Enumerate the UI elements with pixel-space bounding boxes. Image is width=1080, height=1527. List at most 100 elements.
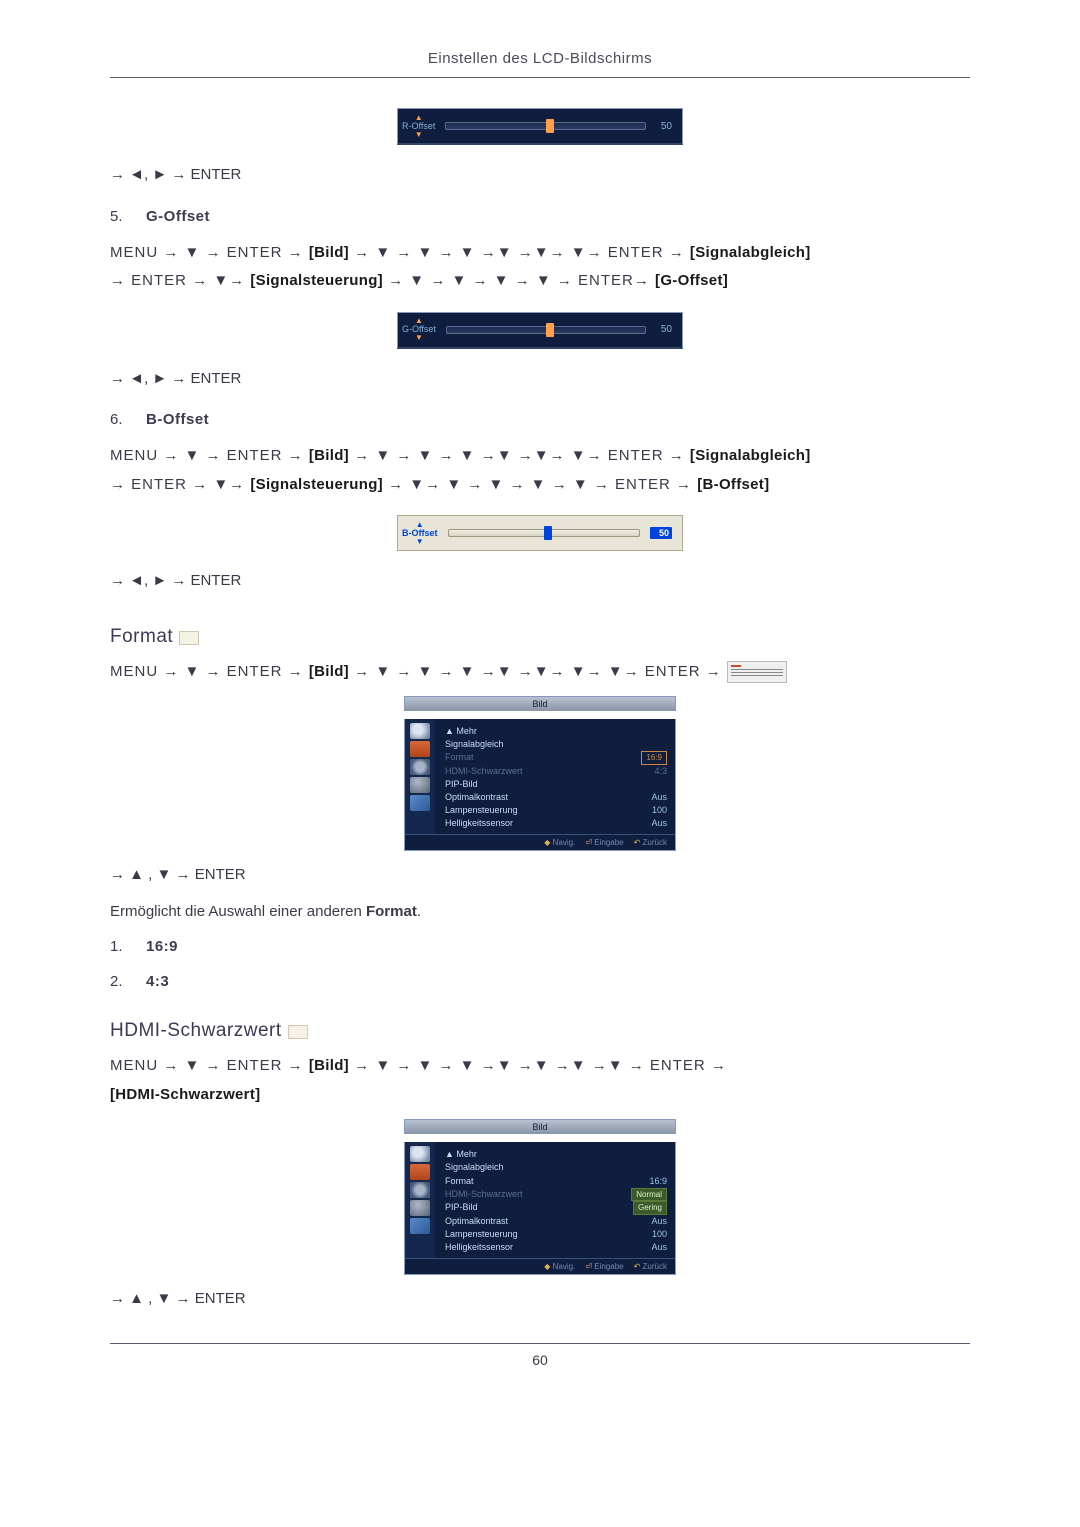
osd-row-key: HDMI-Schwarzwert <box>445 1188 523 1202</box>
osd-row-key: Signalabgleich <box>445 1161 504 1174</box>
seq-text: → ▼ → ▼ → ▼ →▼ →▼→ ▼→ ENTER → <box>349 244 690 261</box>
seq-bold: [Signalsteuerung] <box>250 476 383 493</box>
page: Einstellen des LCD-Bildschirms ▲ R-Offse… <box>0 0 1080 1408</box>
osd-row-val: Normal <box>631 1188 667 1202</box>
slider-track <box>448 529 641 537</box>
osd-row-key: Signalabgleich <box>445 738 504 751</box>
osd-row-key: PIP-Bild <box>445 1201 478 1215</box>
step-adjust-1: → ◄, ► → ENTER <box>110 161 970 190</box>
osd-foot-nav: Navig. <box>553 838 576 847</box>
osd-side-icon <box>410 723 430 739</box>
osd-side <box>405 1142 435 1257</box>
seq-bold: [Signalsteuerung] <box>250 272 383 289</box>
osd-main: ▲ Mehr Signalabgleich Format16:9 HDMI-Sc… <box>435 719 675 834</box>
osd-foot-back: Zurück <box>643 838 667 847</box>
bottom-rule <box>110 1343 970 1344</box>
osd-row-key: Lampensteuerung <box>445 804 518 817</box>
osd-row-key: Helligkeitssensor <box>445 1241 513 1254</box>
osd-panel-format: ▲ Mehr Signalabgleich Format16:9 HDMI-Sc… <box>404 719 676 851</box>
osd-row-val: 100 <box>652 1228 667 1241</box>
osd-row-key: HDMI-Schwarzwert <box>445 765 523 778</box>
osd-row-key: Format <box>445 751 474 765</box>
format-thumbnail-icon <box>727 661 787 683</box>
arrow-down-icon: ▼ <box>415 131 423 139</box>
osd-foot: ◆ Navig. ⏎ Eingabe ↶ Zurück <box>405 834 675 850</box>
osd-row-val: 16:9 <box>649 1175 667 1188</box>
osd-panel-hdmi: ▲ Mehr Signalabgleich Format16:9 HDMI-Sc… <box>404 1142 676 1274</box>
body-text-post: . <box>417 903 421 920</box>
step-updown-1: → ▲ , ▼ → ENTER <box>110 861 970 890</box>
osd-foot-back: Zurück <box>643 1262 667 1271</box>
item-title: G-Offset <box>146 208 210 225</box>
slider-value: 50 <box>656 324 672 335</box>
seq-bold: [Bild] <box>309 447 349 464</box>
b-offset-seq: MENU → ▼ → ENTER → [Bild] → ▼ → ▼ → ▼ →▼… <box>110 442 970 499</box>
osd-main: ▲ Mehr Signalabgleich Format16:9 HDMI-Sc… <box>435 1142 675 1257</box>
arrow-down-icon: ▼ <box>416 538 424 546</box>
seq-text: MENU → ▼ → ENTER → <box>110 244 309 261</box>
osd-row-key: Optimalkontrast <box>445 791 508 804</box>
format-section-title: Format <box>110 626 970 648</box>
arrow-down-icon: ▼ <box>415 334 423 342</box>
seq-text: → ▼ → ▼ → ▼ → ▼ → ENTER→ <box>383 272 655 289</box>
note-icon <box>179 631 199 645</box>
osd-row-key: Lampensteuerung <box>445 1228 518 1241</box>
seq-text: → ENTER → ▼→ <box>110 476 250 493</box>
item-number: 5. <box>110 208 128 225</box>
osd-row-val: Aus <box>651 1215 667 1228</box>
osd-row-key: Helligkeitssensor <box>445 817 513 830</box>
seq-bold: [HDMI-Schwarzwert] <box>110 1086 260 1103</box>
osd-foot: ◆ Navig. ⏎ Eingabe ↶ Zurück <box>405 1258 675 1274</box>
item-title: 16:9 <box>146 938 178 955</box>
slider-track <box>446 326 646 334</box>
top-rule <box>110 77 970 78</box>
osd-title-bar: Bild <box>404 1119 676 1134</box>
seq-bold: [Bild] <box>309 663 349 680</box>
seq-text: MENU → ▼ → ENTER → <box>110 663 309 680</box>
format-seq: MENU → ▼ → ENTER → [Bild] → ▼ → ▼ → ▼ →▼… <box>110 658 970 687</box>
osd-side-icon <box>410 1182 430 1198</box>
osd-row-val: 16:9 <box>641 751 667 765</box>
item-b-offset: 6. B-Offset <box>110 411 970 428</box>
item-number: 6. <box>110 411 128 428</box>
hdmi-section-title: HDMI-Schwarzwert <box>110 1020 970 1042</box>
section-title-text: HDMI-Schwarzwert <box>110 1020 282 1042</box>
osd-side-icon <box>410 741 430 757</box>
osd-row-key: Format <box>445 1175 474 1188</box>
r-offset-slider: ▲ R-Offset ▼ 50 <box>397 108 683 145</box>
step-adjust-2: → ◄, ► → ENTER <box>110 365 970 394</box>
seq-bold: [Bild] <box>309 244 349 261</box>
slider-value: 50 <box>656 121 672 132</box>
running-head: Einstellen des LCD-Bildschirms <box>110 50 970 67</box>
item-g-offset: 5. G-Offset <box>110 208 970 225</box>
b-offset-slider: ▲ B-Offset ▼ 50 <box>397 515 683 551</box>
format-opt-1: 1. 16:9 <box>110 938 970 955</box>
osd-side-icon <box>410 1218 430 1234</box>
slider-track <box>445 122 646 130</box>
osd-side-icon <box>410 1200 430 1216</box>
format-body: Ermöglicht die Auswahl einer anderen For… <box>110 903 970 920</box>
body-text-bold: Format <box>366 903 417 920</box>
note-icon <box>288 1025 308 1039</box>
slider-thumb <box>544 526 552 540</box>
seq-bold: [Signalabgleich] <box>690 447 811 464</box>
seq-text: → ▼ → ▼ → ▼ →▼ →▼→ ▼→ ▼→ ENTER → <box>349 663 727 680</box>
hdmi-seq: MENU → ▼ → ENTER → [Bild] → ▼ → ▼ → ▼ →▼… <box>110 1052 970 1109</box>
seq-text: → ▼→ ▼ → ▼ → ▼ → ▼ → ENTER → <box>383 476 697 493</box>
slider-label-box: ▲ R-Offset ▼ <box>402 114 435 139</box>
osd-foot-enter: Eingabe <box>594 838 623 847</box>
osd-row-key: PIP-Bild <box>445 778 478 791</box>
osd-side <box>405 719 435 834</box>
osd-row-val: Aus <box>651 1241 667 1254</box>
page-number: 60 <box>110 1352 970 1368</box>
format-opt-2: 2. 4:3 <box>110 973 970 990</box>
slider-label-box: ▲ G-Offset ▼ <box>402 317 436 342</box>
osd-row-val: 4:3 <box>654 765 667 778</box>
seq-bold: [B-Offset] <box>697 476 769 493</box>
item-title: B-Offset <box>146 411 209 428</box>
slider-value: 50 <box>650 527 672 539</box>
body-text-pre: Ermöglicht die Auswahl einer anderen <box>110 903 366 920</box>
section-title-text: Format <box>110 626 173 648</box>
seq-text: MENU → ▼ → ENTER → <box>110 447 309 464</box>
seq-bold: [Signalabgleich] <box>690 244 811 261</box>
